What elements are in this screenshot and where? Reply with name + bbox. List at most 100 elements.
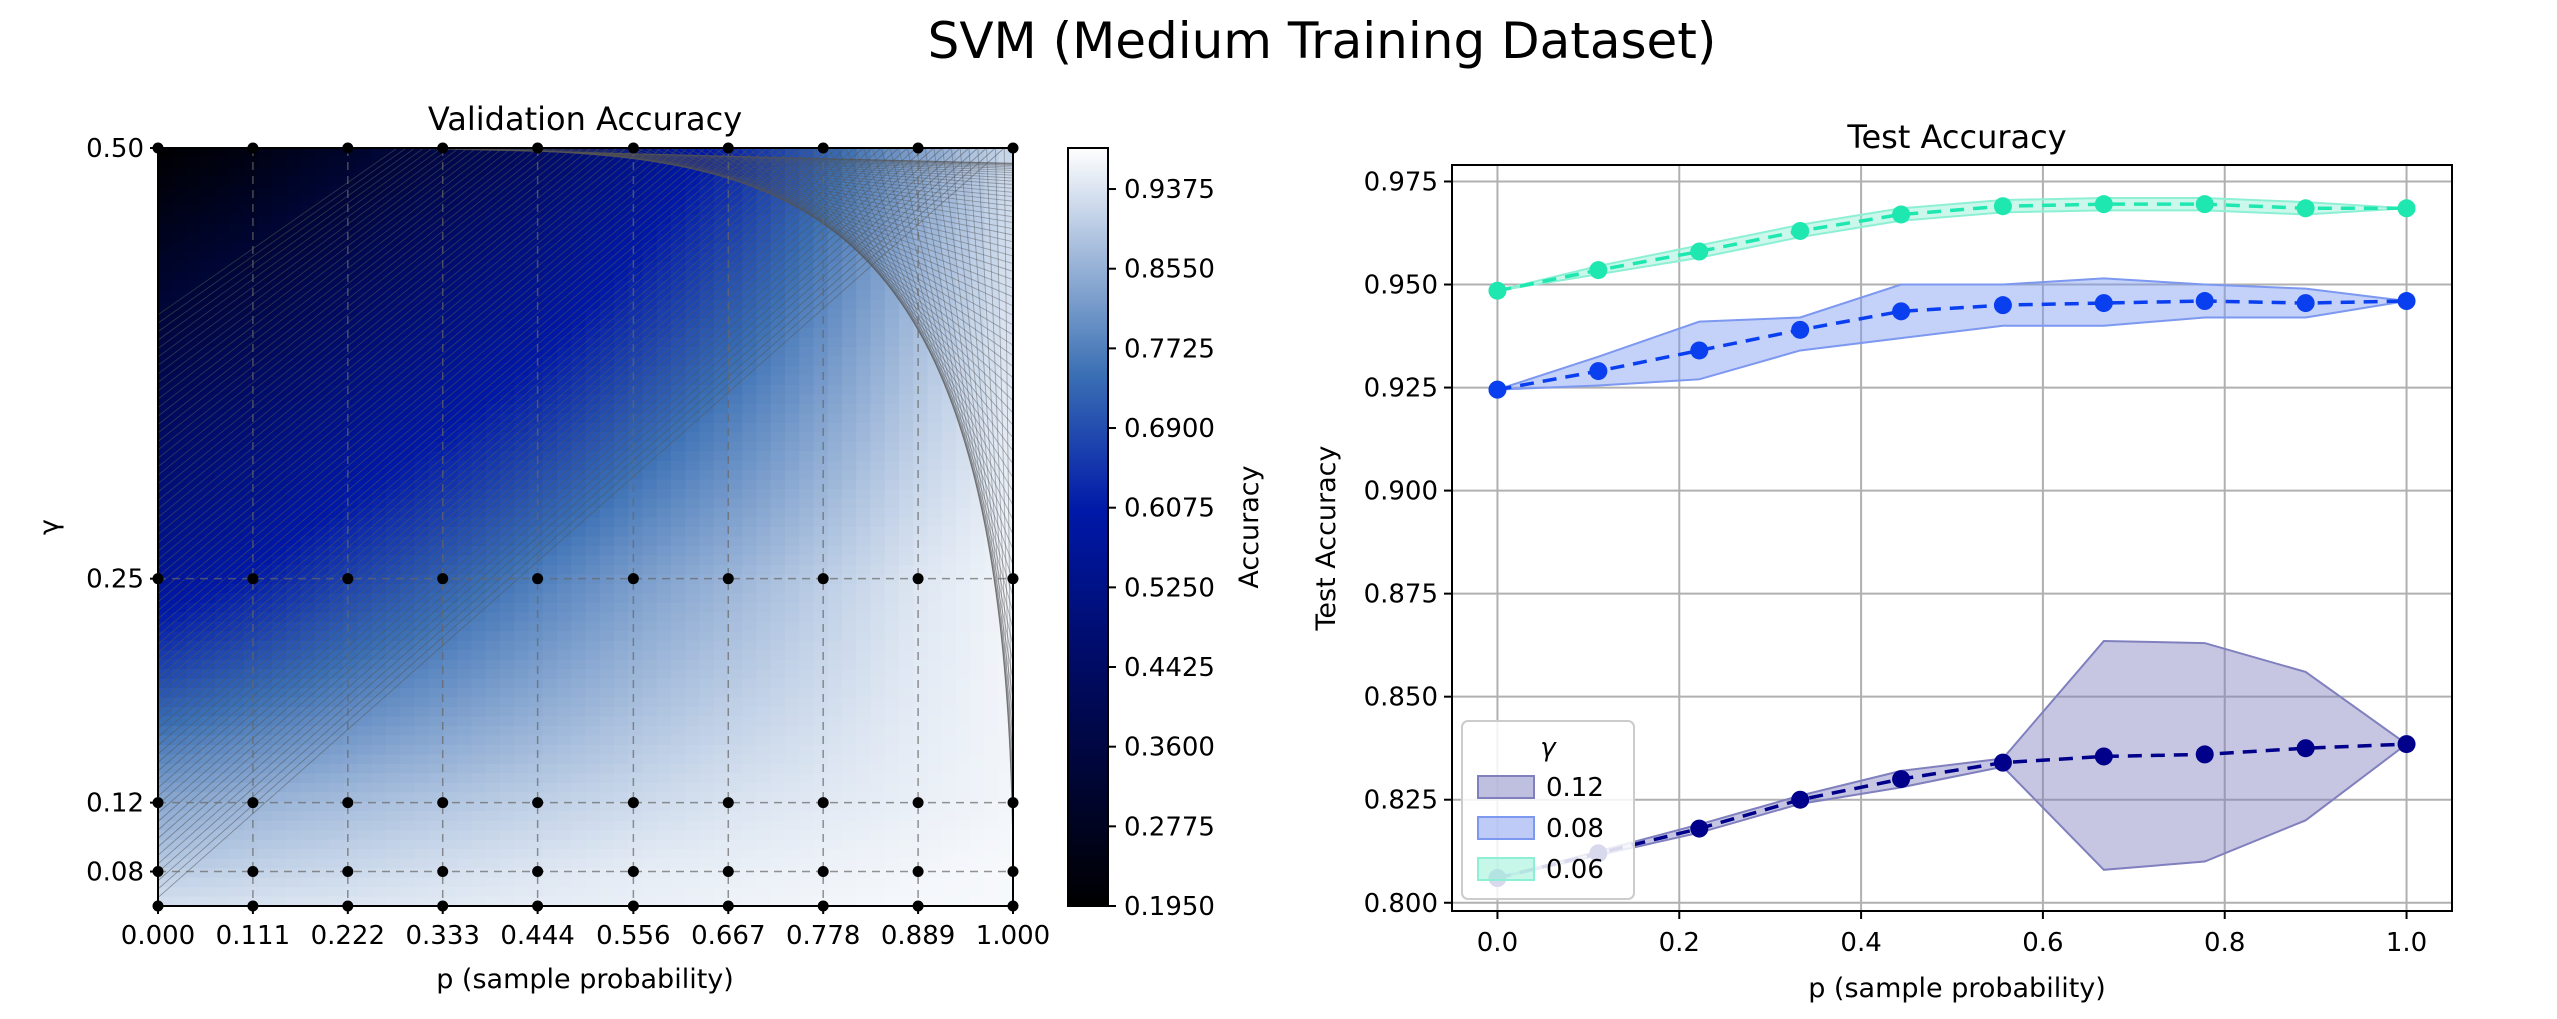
heatmap-cell: [343, 659, 359, 670]
heatmap-cell: [400, 375, 416, 386]
heatmap-cell: [984, 233, 1000, 244]
heatmap-cell: [770, 735, 786, 746]
heatmap-cell: [870, 356, 886, 367]
heatmap-cell: [870, 707, 886, 718]
heatmap-cell: [956, 195, 972, 206]
heatmap-cell: [485, 517, 501, 528]
heatmap-cell: [785, 849, 801, 860]
heatmap-cell: [671, 261, 687, 272]
heatmap-cell: [272, 280, 288, 291]
heatmap-cell: [614, 195, 630, 206]
heatmap-cell: [642, 346, 658, 358]
heatmap-cell: [628, 839, 644, 850]
heatmap-cell: [671, 451, 687, 462]
heatmap-cell: [571, 697, 587, 708]
heatmap-cell: [756, 612, 772, 623]
heatmap-cell: [813, 830, 829, 841]
heatmap-cell: [742, 716, 758, 727]
heatmap-cell: [243, 545, 259, 557]
heatmap-cell: [186, 792, 202, 803]
heatmap-cell: [443, 242, 459, 254]
heatmap-cell: [842, 650, 858, 661]
heatmap-cell: [329, 688, 345, 699]
heatmap-cell: [414, 574, 430, 585]
heatmap-cell: [856, 583, 872, 595]
heatmap-cell: [329, 602, 345, 614]
heatmap-cell: [813, 669, 829, 680]
heatmap-cell: [186, 451, 202, 462]
heatmap-cell: [685, 195, 701, 206]
heatmap-cell: [500, 157, 516, 168]
heatmap-cell: [571, 309, 587, 320]
heatmap-cell: [585, 223, 601, 235]
heatmap-cell: [813, 508, 829, 519]
heatmap-cell: [827, 773, 843, 784]
heatmap-cell: [371, 432, 387, 443]
heatmap-cell: [756, 555, 772, 566]
contour-line: [158, 148, 618, 527]
heatmap-cell: [371, 631, 387, 642]
heatmap-cell: [699, 394, 715, 405]
heatmap-cell: [300, 877, 316, 888]
heatmap-cell: [728, 489, 744, 500]
heatmap-cell: [386, 290, 402, 301]
heatmap-cell: [614, 346, 630, 358]
heatmap-cell: [970, 782, 986, 794]
heatmap-cell: [557, 375, 573, 386]
heatmap-cell: [799, 479, 815, 490]
heatmap-cell: [970, 214, 986, 225]
heatmap-cell: [471, 422, 487, 434]
heatmap-cell: [286, 508, 302, 519]
heatmap-cell: [642, 621, 658, 633]
heatmap-cell: [870, 346, 886, 358]
heatmap-cell: [813, 782, 829, 794]
heatmap-cell: [186, 328, 202, 339]
heatmap-cell: [186, 403, 202, 415]
heatmap-cell: [286, 451, 302, 462]
heatmap-cell: [428, 337, 444, 348]
heatmap-cell: [713, 659, 729, 670]
heatmap-cell: [642, 858, 658, 869]
heatmap-cell: [813, 621, 829, 633]
heatmap-cell: [300, 811, 316, 822]
heatmap-cell: [728, 204, 744, 216]
heatmap-cell: [571, 612, 587, 623]
heatmap-cell: [329, 176, 345, 187]
heatmap-cell: [428, 688, 444, 699]
heatmap-cell: [599, 811, 615, 822]
heatmap-cell: [585, 583, 601, 595]
heatmap-cell: [386, 204, 402, 216]
heatmap-cell: [215, 631, 231, 642]
heatmap-cell: [471, 451, 487, 462]
heatmap-cell: [200, 631, 216, 642]
heatmap-cell: [585, 744, 601, 756]
heatmap-cell: [842, 839, 858, 850]
heatmap-cell: [585, 593, 601, 604]
heatmap-cell: [941, 290, 957, 301]
heatmap-cell: [557, 271, 573, 282]
heatmap-cell: [314, 280, 330, 291]
heatmap-cell: [314, 166, 330, 178]
heatmap-cell: [272, 233, 288, 244]
heatmap-cell: [956, 801, 972, 813]
heatmap-cell: [599, 346, 615, 358]
heatmap-cell: [542, 811, 558, 822]
heatmap-cell: [300, 678, 316, 689]
heatmap-cell: [485, 716, 501, 727]
heatmap-cell: [642, 716, 658, 727]
heatmap-cell: [799, 384, 815, 396]
heatmap-cell: [998, 195, 1013, 206]
heatmap-cell: [827, 839, 843, 850]
heatmap-cell: [642, 707, 658, 718]
heatmap-cell: [542, 650, 558, 661]
heatmap-cell: [870, 299, 886, 310]
heatmap-cell: [229, 849, 245, 860]
heatmap-cell: [742, 593, 758, 604]
heatmap-cell: [300, 896, 316, 906]
heatmap-cell: [913, 166, 929, 178]
heatmap-cell: [314, 204, 330, 216]
heatmap-cell: [671, 185, 687, 197]
heatmap-cell: [272, 744, 288, 756]
heatmap-cell: [685, 877, 701, 888]
heatmap-cell: [514, 688, 530, 699]
